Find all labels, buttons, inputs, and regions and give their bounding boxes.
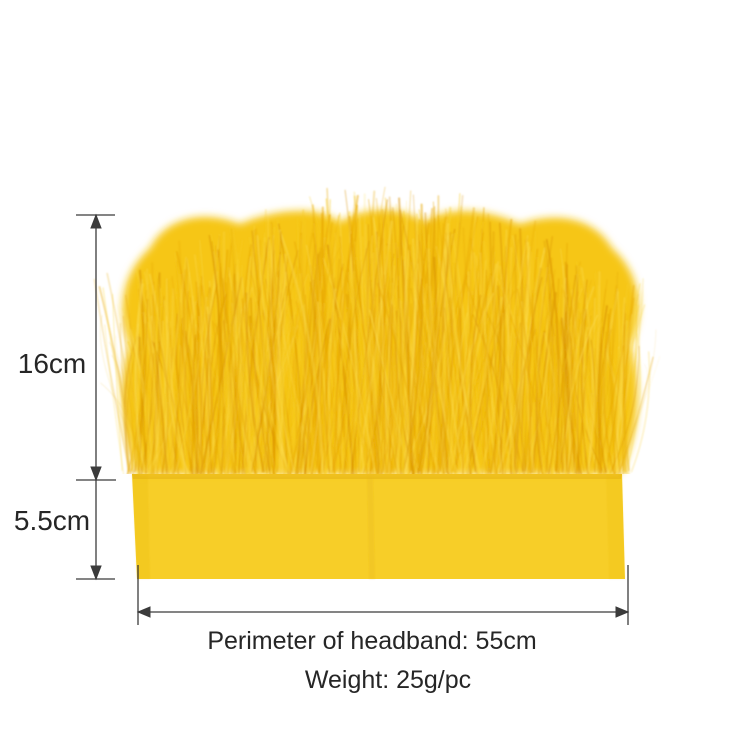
svg-text:Perimeter of headband: 55cm: Perimeter of headband: 55cm — [207, 627, 536, 655]
svg-text:16cm: 16cm — [18, 348, 86, 379]
svg-text:Weight: 25g/pc: Weight: 25g/pc — [305, 666, 471, 694]
svg-text:5.5cm: 5.5cm — [14, 505, 90, 536]
